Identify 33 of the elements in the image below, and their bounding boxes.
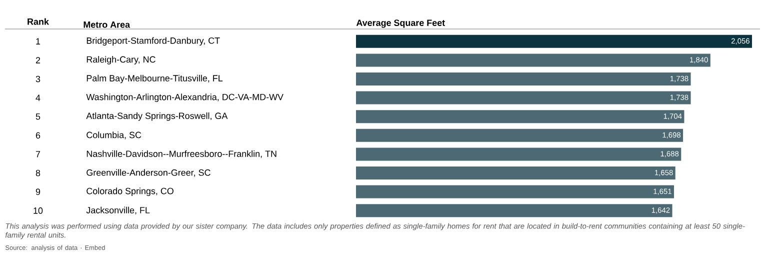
bar (356, 91, 691, 104)
y-tick-label: Bridgeport-Stamford-Danbury, CT (86, 37, 220, 46)
bar (356, 34, 752, 48)
bar (356, 54, 710, 67)
y-tick-label: Raleigh-Cary, NC (86, 56, 156, 64)
y-tick-label: Palm Bay-Melbourne-Titusville, FL (86, 74, 223, 84)
bar (356, 72, 691, 86)
y-tick-label: Atlanta-Sandy Springs-Roswell, GA (86, 112, 228, 121)
y-axis-title: Metro Area (84, 22, 130, 28)
bar (356, 185, 674, 198)
y-tick-label: Greenville-Anderson-Greer, SC (86, 169, 210, 177)
text: 1 (36, 38, 40, 44)
y-tick-label: Washington-Arlington-Alexandria, DC-VA-MD-WV (86, 94, 284, 102)
text: Rank (28, 18, 49, 25)
text: 6 (36, 132, 40, 139)
bar (356, 166, 676, 180)
y-tick-label: Jacksonville, FL (86, 206, 150, 214)
text: 5 (36, 113, 40, 120)
text: 7 (36, 151, 40, 158)
bar (356, 128, 684, 142)
text: 3 (36, 76, 40, 82)
text: 9 (36, 188, 40, 195)
text: 10 (34, 207, 43, 214)
x-axis-title: Average Square Feet (356, 20, 445, 28)
y-tick-label: Colorado Springs, CO (86, 188, 174, 196)
text: 8 (36, 170, 40, 176)
bar (356, 110, 684, 124)
bar (356, 204, 672, 218)
y-tick-label: Nashville-Davidson--Murfreesboro--Franklin, TN (86, 150, 276, 158)
text: 4 (36, 94, 40, 101)
y-tick-label: Columbia, SC (86, 132, 142, 140)
bar (356, 148, 682, 161)
text: 2 (36, 57, 40, 64)
